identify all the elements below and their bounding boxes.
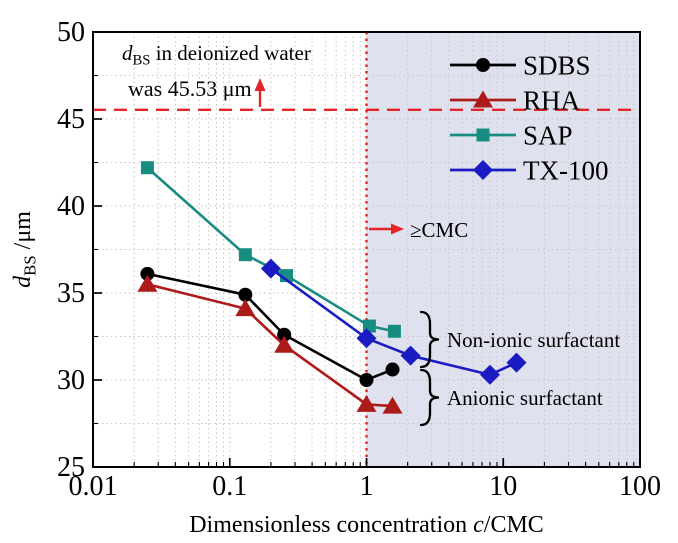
square-marker [387, 324, 401, 338]
y-tick-label: 35 [57, 278, 85, 309]
triangle-marker [356, 394, 377, 412]
diamond-marker [506, 352, 527, 373]
legend-entry-RHA: RHA [450, 86, 581, 116]
triangle-marker [137, 274, 158, 292]
diamond-marker [356, 328, 377, 349]
x-axis-label: Dimensionless concentration c/CMC [189, 512, 544, 538]
diamond-marker [260, 258, 281, 279]
x-tick-label: 0.01 [69, 471, 118, 502]
x-tick-label: 10 [489, 471, 517, 502]
triangle-marker [382, 396, 403, 414]
square-marker [140, 161, 154, 175]
series-RHA [137, 274, 403, 414]
triangle-marker [274, 335, 295, 353]
legend-entry-SDBS: SDBS [450, 51, 591, 81]
legend-label-RHA: RHA [523, 86, 581, 116]
legend: SDBS RHA SAP TX-100 [450, 51, 608, 186]
circle-marker [385, 362, 400, 377]
x-tick-label: 0.1 [212, 471, 247, 502]
legend-square-marker [476, 128, 490, 142]
legend-entry-TX-100: TX-100 [450, 156, 608, 186]
y-tick-label: 30 [57, 365, 85, 396]
y-tick-label: 45 [57, 104, 85, 135]
triangle-marker [235, 299, 256, 317]
brace-anionic [419, 368, 440, 427]
note-line2: was 45.53 μm [128, 76, 252, 101]
y-tick-label: 25 [57, 452, 85, 483]
square-marker [238, 248, 252, 262]
series-SDBS-line [147, 272, 394, 382]
gridlines [92, 32, 641, 467]
axis-ticks [92, 31, 641, 468]
y-tick-label: 40 [57, 191, 85, 222]
legend-label-SDBS: SDBS [523, 51, 591, 81]
legend-triangle-marker [473, 90, 493, 108]
y-axis-label: dBS /μm [10, 211, 39, 288]
up-arrow-icon [254, 78, 266, 107]
right-arrow-icon [369, 223, 404, 235]
diamond-marker [479, 364, 500, 385]
x-tick-label: 1 [360, 471, 374, 502]
series-RHA-line [147, 283, 393, 408]
series-TX-100 [260, 258, 527, 385]
legend-circle-marker [476, 58, 490, 72]
circle-marker [238, 287, 253, 302]
x-tick-label: 100 [619, 471, 661, 502]
legend-diamond-marker [473, 160, 493, 180]
cmc-label: ≥CMC [410, 218, 468, 242]
circle-marker [277, 327, 292, 342]
legend-entry-SAP: SAP [450, 121, 573, 151]
circle-marker [359, 373, 374, 387]
series-SDBS [140, 266, 400, 387]
legend-label-SAP: SAP [523, 121, 573, 151]
group-label-non-ionic: Non-ionic surfactant [447, 328, 620, 352]
note-line1: dBS in deionized water [122, 41, 311, 69]
y-tick-label: 50 [57, 17, 85, 48]
group-label-anionic: Anionic surfactant [447, 386, 603, 410]
circle-marker [140, 266, 155, 281]
brace-non-ionic [419, 310, 440, 369]
legend-label-TX-100: TX-100 [523, 156, 608, 186]
diamond-marker [400, 345, 421, 366]
